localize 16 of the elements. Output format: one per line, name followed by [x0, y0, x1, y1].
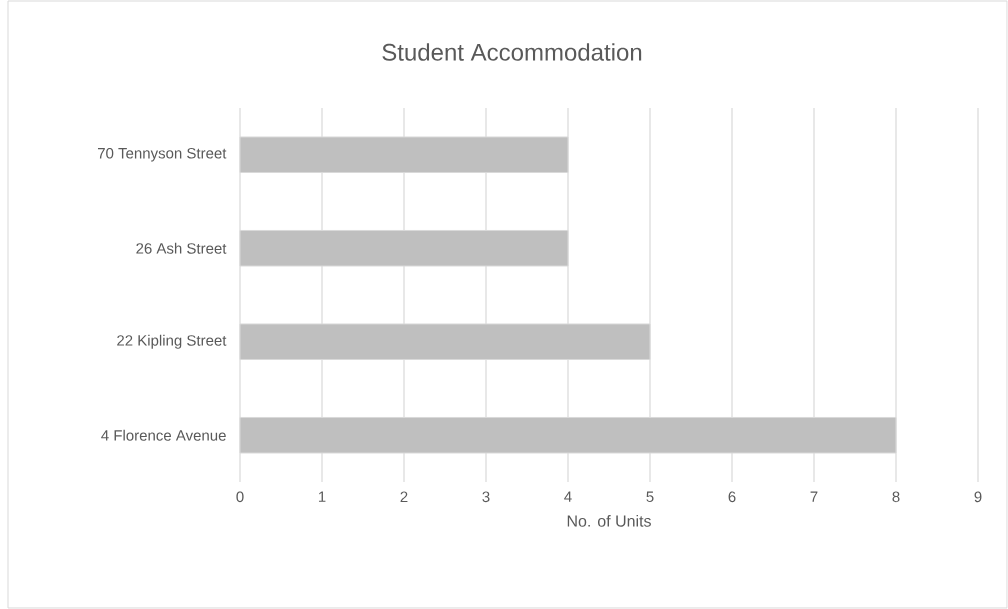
x-tick-label: 0 — [236, 491, 244, 503]
x-tick-label: 7 — [810, 491, 818, 502]
y-tick-label: 22 Kipling Street — [117, 334, 227, 349]
x-tick-label: 9 — [974, 491, 982, 503]
chart-title: Student Accommodation — [382, 43, 642, 61]
y-tick-label: 26 Ash Street — [136, 242, 227, 254]
x-axis-title: No. of Units — [567, 515, 651, 527]
y-tick-label: 70 Tennyson Street — [97, 147, 227, 162]
x-tick-label: 8 — [892, 491, 900, 503]
y-tick-label: 4 Florence Avenue — [101, 429, 226, 441]
x-tick-label: 4 — [564, 491, 572, 502]
x-tick-label: 6 — [728, 491, 736, 503]
x-tick-label: 2 — [400, 491, 408, 502]
x-tick-label: 3 — [482, 491, 490, 503]
x-tick-label: 5 — [646, 491, 654, 502]
x-tick-label: 1 — [318, 491, 326, 502]
